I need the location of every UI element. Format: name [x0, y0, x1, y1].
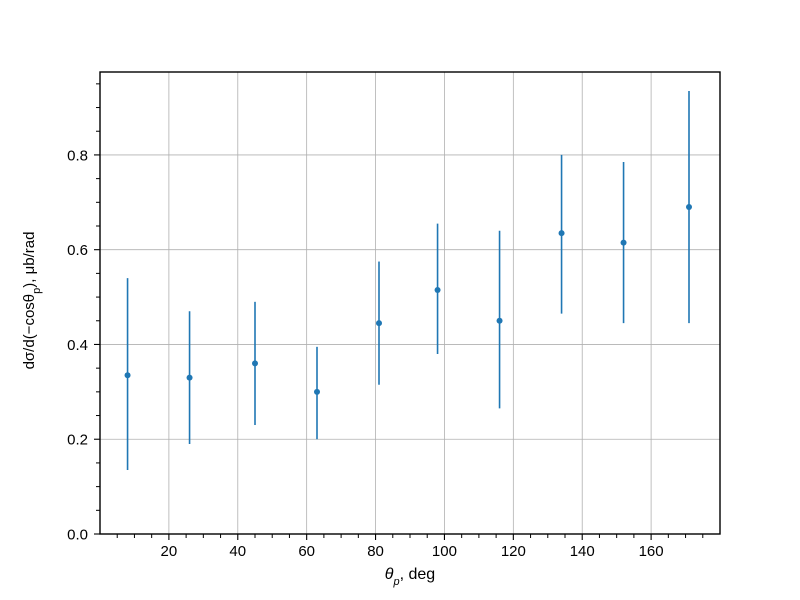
svg-text:20: 20 — [161, 543, 178, 560]
svg-text:0.0: 0.0 — [67, 527, 88, 544]
svg-text:60: 60 — [298, 543, 315, 560]
svg-text:140: 140 — [570, 543, 595, 560]
svg-text:160: 160 — [639, 543, 664, 560]
svg-text:40: 40 — [229, 543, 246, 560]
svg-text:0.2: 0.2 — [67, 432, 88, 449]
svg-text:100: 100 — [432, 543, 457, 560]
svg-text:120: 120 — [501, 543, 526, 560]
svg-text:0.4: 0.4 — [67, 337, 88, 354]
svg-text:0.8: 0.8 — [67, 147, 88, 164]
svg-text:0.6: 0.6 — [67, 242, 88, 259]
svg-text:dσ/d(−cosθp), μb/rad: dσ/d(−cosθp), μb/rad — [21, 232, 43, 370]
svg-text:80: 80 — [367, 543, 384, 560]
svg-text:θp, deg: θp, deg — [385, 566, 435, 588]
